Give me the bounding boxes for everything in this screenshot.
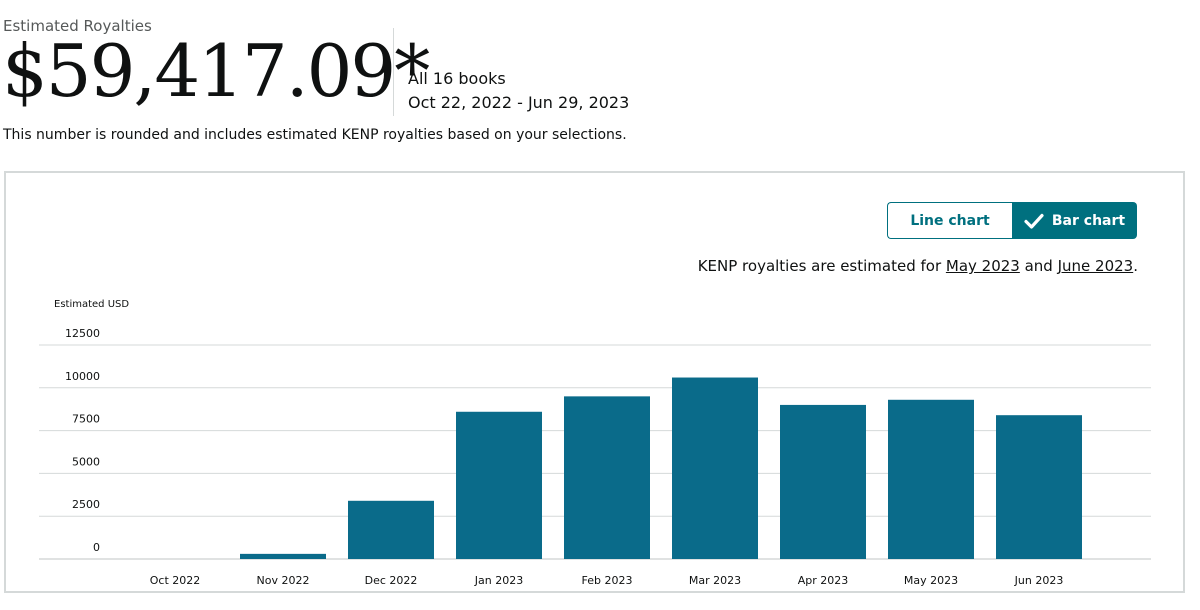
- chart-type-toggle: Line chart Bar chart: [887, 202, 1137, 239]
- bar-chart-button[interactable]: Bar chart: [1012, 202, 1137, 239]
- bar: [672, 377, 758, 559]
- x-tick-label: Apr 2023: [798, 574, 849, 587]
- y-axis-label: Estimated USD: [54, 299, 129, 310]
- bar: [996, 415, 1082, 559]
- y-tick-label: 12500: [65, 327, 100, 340]
- x-tick-label: Oct 2022: [150, 574, 201, 587]
- y-tick-label: 5000: [72, 455, 100, 468]
- bar-chart-label: Bar chart: [1051, 212, 1126, 229]
- estimated-royalties-label: Estimated Royalties: [3, 17, 152, 35]
- bar: [240, 553, 326, 559]
- books-count: All 16 books: [408, 69, 506, 88]
- rounding-note: This number is rounded and includes esti…: [3, 127, 627, 143]
- date-range: Oct 22, 2022 - Jun 29, 2023: [408, 93, 630, 112]
- y-tick-label: 10000: [65, 370, 100, 383]
- bar: [564, 396, 650, 559]
- line-chart-button[interactable]: Line chart: [887, 202, 1012, 239]
- bar: [348, 500, 434, 559]
- royalties-bar-chart: Estimated USD 0 2500 5000 7500 10000 12500 Oct …: [39, 299, 1151, 587]
- header-divider: [393, 28, 394, 116]
- x-tick-label: May 2023: [904, 574, 958, 587]
- kenp-estimate-note: KENP royalties are estimated for May 202…: [697, 257, 1138, 275]
- bar: [780, 404, 866, 559]
- june-2023-link[interactable]: June 2023: [1057, 257, 1134, 275]
- x-tick-label: Jan 2023: [474, 574, 523, 587]
- x-tick-label: Jun 2023: [1014, 574, 1064, 587]
- may-2023-link[interactable]: May 2023: [945, 257, 1020, 275]
- x-tick-label: Feb 2023: [582, 574, 633, 587]
- x-tick-label: Mar 2023: [689, 574, 741, 587]
- x-tick-label: Nov 2022: [257, 574, 310, 587]
- y-tick-label: 2500: [72, 498, 100, 511]
- line-chart-label: Line chart: [910, 212, 990, 229]
- chart-panel: Estimated USD 0 2500 5000 7500 10000 12500 Oct …: [4, 171, 1185, 593]
- x-tick-label: Dec 2022: [365, 574, 418, 587]
- report-scope: All 16 books Oct 22, 2022 - Jun 29, 2023: [408, 67, 629, 115]
- y-tick-label: 7500: [72, 413, 100, 426]
- y-tick-label: 0: [93, 541, 100, 554]
- check-icon: [1024, 213, 1044, 229]
- royalties-total: $59,417.09*: [2, 29, 430, 113]
- bar: [456, 411, 542, 559]
- bar: [888, 399, 974, 559]
